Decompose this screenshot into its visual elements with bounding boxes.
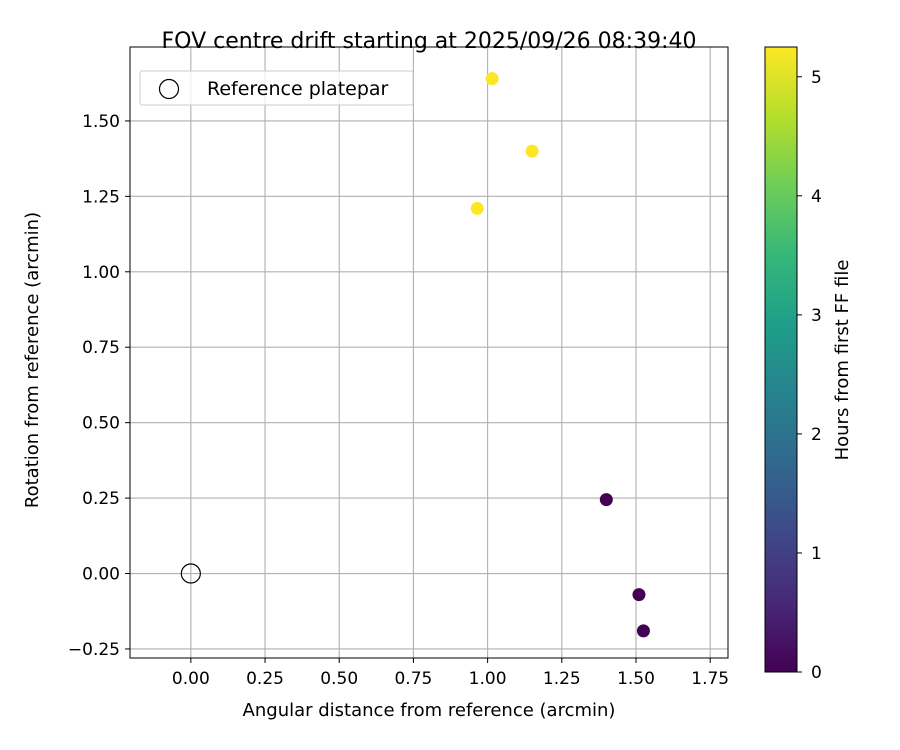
x-tick-label: 1.00 <box>469 669 507 689</box>
x-tick-label: 0.75 <box>394 669 432 689</box>
x-tick-label: 1.75 <box>691 669 729 689</box>
data-point <box>485 72 499 86</box>
reference-point-marker <box>180 563 201 584</box>
data-point <box>470 201 484 215</box>
y-axis-label: Rotation from reference (arcmin) <box>22 212 43 508</box>
grid-layer <box>130 47 728 658</box>
legend-reference-marker <box>158 78 180 100</box>
y-tick-label: 0.00 <box>82 565 120 585</box>
y-tick-label: 1.25 <box>82 187 120 207</box>
x-tick-label: 0.50 <box>320 669 358 689</box>
legend-frame <box>139 70 414 106</box>
y-tick-label: 1.50 <box>82 112 120 132</box>
y-tick-label: −0.25 <box>68 640 120 660</box>
colorbar <box>764 46 798 673</box>
y-tick-label: 0.75 <box>82 338 120 358</box>
points-layer <box>180 72 650 638</box>
y-tick-label: 0.25 <box>82 489 120 509</box>
colorbar-tick-label: 3 <box>811 306 822 326</box>
colorbar-tick-label: 2 <box>811 425 822 445</box>
colorbar-label: Hours from first FF file <box>832 260 853 461</box>
x-tick-label: 0.00 <box>172 669 210 689</box>
colorbar-tick-label: 5 <box>811 68 822 88</box>
chart-title: FOV centre drift starting at 2025/09/26 … <box>162 29 697 54</box>
data-point <box>636 624 650 638</box>
colorbar-ticks: 0 1 2 3 4 5 <box>797 68 822 683</box>
data-point <box>632 588 646 602</box>
ticks-layer: 0.00 0.25 0.50 0.75 1.00 1.25 1.50 1.75 −0.25 0.0… <box>68 112 729 689</box>
y-tick-label: 1.00 <box>82 263 120 283</box>
legend-label-reference: Reference platepar <box>207 78 389 100</box>
plot-frame <box>129 46 729 659</box>
y-tick-label: 0.50 <box>82 414 120 434</box>
colorbar-tick-label: 4 <box>811 187 822 207</box>
x-tick-label: 1.25 <box>543 669 581 689</box>
colorbar-tick-label: 1 <box>811 544 822 564</box>
colorbar-tick-label: 0 <box>811 663 822 683</box>
x-tick-label: 1.50 <box>617 669 655 689</box>
data-point <box>599 493 613 507</box>
data-point <box>525 144 539 158</box>
x-tick-label: 0.25 <box>246 669 284 689</box>
x-axis-label: Angular distance from reference (arcmin) <box>243 700 616 721</box>
legend: Reference platepar <box>139 70 414 106</box>
